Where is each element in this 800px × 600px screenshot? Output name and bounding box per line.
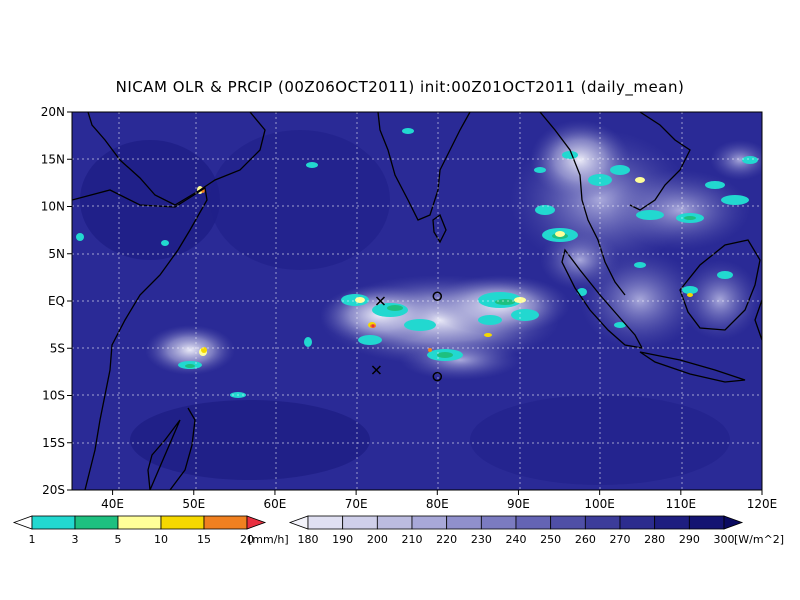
lon-tick-label: 50E — [182, 497, 205, 511]
grid-lines — [72, 112, 762, 490]
colorbar-unit: [W/m^2] — [734, 533, 784, 546]
colorbar-label: 250 — [540, 533, 561, 546]
storm-x-marker — [371, 365, 381, 375]
storm-o-marker — [432, 371, 443, 382]
colorbar-label: 10 — [154, 533, 168, 546]
colorbar-segment — [654, 515, 690, 530]
colorbar-segment — [160, 515, 205, 530]
colorbar-label: 270 — [610, 533, 631, 546]
colorbar-unit: [mm/h] — [248, 533, 289, 546]
colorbar-label: 220 — [436, 533, 457, 546]
colorbar-segment — [203, 515, 248, 530]
colorbar-label: 180 — [298, 533, 319, 546]
lat-tick-label: 20S — [42, 483, 65, 497]
colorbar-segment — [584, 515, 621, 530]
storm-x-marker — [375, 296, 386, 306]
colorbar-segment — [342, 515, 378, 530]
precip-colorbar: 1 3 5 10 15 20[mm/h] — [12, 515, 289, 546]
colorbar-segment — [550, 515, 586, 530]
colorbar-max-arrow — [246, 515, 267, 530]
colorbar-label: 190 — [332, 533, 353, 546]
lat-tick-label: 15N — [41, 152, 65, 166]
lat-tick-label: EQ — [48, 294, 65, 308]
colorbar-segment — [307, 515, 344, 530]
colorbar-segment — [515, 515, 552, 530]
colorbar-label: 200 — [367, 533, 388, 546]
colorbar-segment — [688, 515, 725, 530]
colorbar-segment — [117, 515, 162, 530]
latitude-axis: 20N 15N 10N 5N EQ 5S 10S 15S 20S — [41, 105, 72, 497]
colorbar-min-arrow — [12, 515, 33, 530]
lon-tick-label: 60E — [264, 497, 287, 511]
colorbar-label: 1 — [29, 533, 36, 546]
precip-layer — [76, 128, 758, 398]
olr-colorbar: 180 190 200 210 220 230 240 250 260 270 280 290 300[… — [288, 515, 784, 546]
lon-tick-label: 40E — [101, 497, 124, 511]
colorbar-label: 5 — [115, 533, 122, 546]
lat-tick-label: 15S — [42, 436, 65, 450]
colorbar-label: 20 — [240, 533, 254, 546]
lon-tick-label: 90E — [507, 497, 530, 511]
map-title: NICAM OLR & PRCIP (00Z06OCT2011) init:00… — [115, 78, 685, 96]
lat-tick-label: 5N — [48, 247, 65, 261]
lat-tick-label: 5S — [50, 341, 65, 355]
storm-o-marker — [432, 291, 443, 302]
lat-tick-label: 10S — [42, 389, 65, 403]
colorbar-segment — [411, 515, 448, 530]
colorbar-segment — [31, 515, 76, 530]
colorbar-segment — [74, 515, 119, 530]
colorbar-segment — [376, 515, 413, 530]
colorbar-label: 240 — [506, 533, 527, 546]
colorbar-label: 290 — [679, 533, 700, 546]
colorbar-max-arrow — [723, 515, 744, 530]
colorbar-label: 300 — [714, 533, 735, 546]
colorbar-segment — [446, 515, 482, 530]
storm-markers — [371, 291, 443, 382]
colorbar-label: 260 — [575, 533, 596, 546]
colorbar-segment — [480, 515, 517, 530]
colorbar-segment — [619, 515, 656, 530]
lon-tick-label: 80E — [426, 497, 449, 511]
colorbar-label: 230 — [471, 533, 492, 546]
lat-tick-label: 10N — [41, 200, 65, 214]
colorbar-label: 280 — [644, 533, 665, 546]
lat-tick-label: 20N — [41, 105, 65, 119]
lon-tick-label: 100E — [584, 497, 615, 511]
lon-tick-label: 110E — [666, 497, 697, 511]
colorbar-label: 3 — [72, 533, 79, 546]
colorbar-min-arrow — [288, 515, 309, 530]
colorbar-label: 15 — [197, 533, 211, 546]
lon-tick-label: 70E — [345, 497, 368, 511]
colorbar-label: 210 — [402, 533, 423, 546]
longitude-axis: 40E 50E 60E 70E 80E 90E 100E 110E 120E — [101, 490, 777, 511]
lon-tick-label: 120E — [747, 497, 778, 511]
